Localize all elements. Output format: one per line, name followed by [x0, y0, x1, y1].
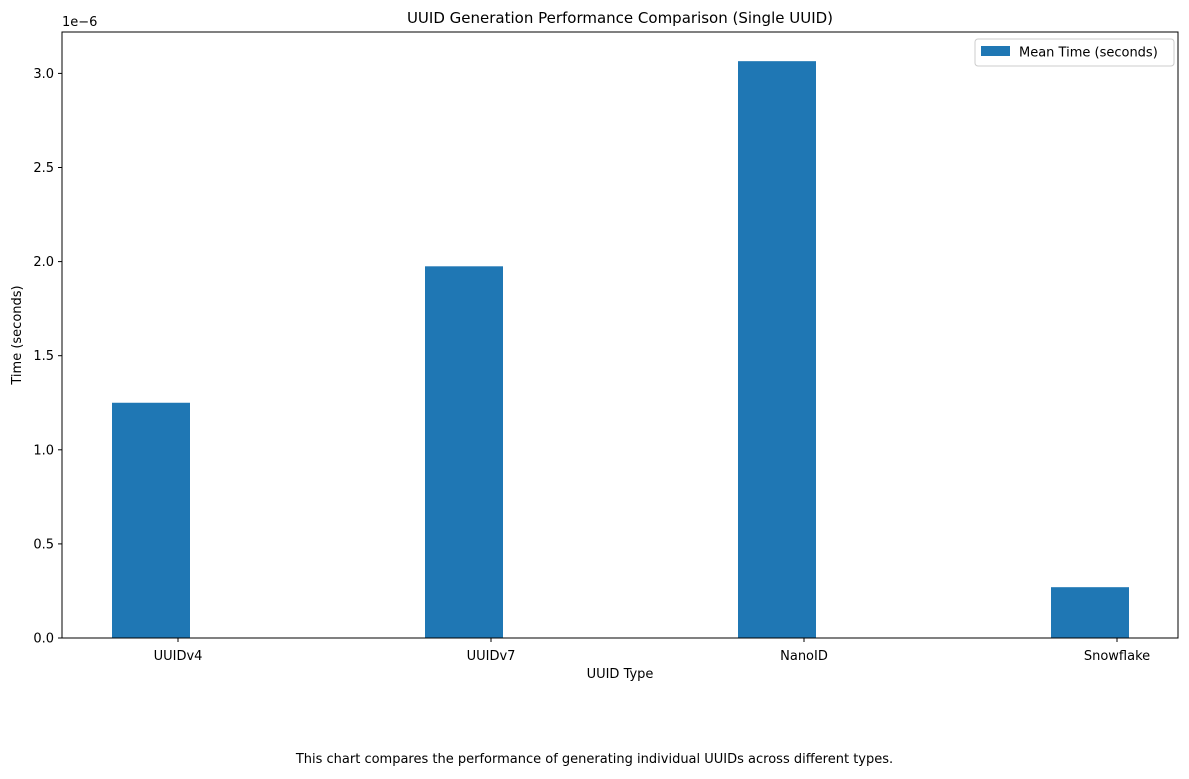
y-scale-label: 1e−6: [62, 15, 97, 30]
legend-label: Mean Time (seconds): [1019, 46, 1158, 61]
x-axis-label: UUID Type: [587, 667, 654, 682]
x-tick-label: NanoID: [780, 649, 828, 664]
chart-title: UUID Generation Performance Comparison (…: [407, 9, 833, 27]
x-tick-label: UUIDv7: [467, 649, 516, 664]
legend: Mean Time (seconds): [974, 38, 1175, 67]
y-tick-label: 1.5: [33, 349, 54, 364]
y-tick-label: 3.0: [33, 67, 54, 82]
y-axis-label: Time (seconds): [10, 285, 25, 385]
y-tick-label: 0.5: [33, 537, 54, 552]
bars-layer: [112, 61, 1129, 639]
y-tick-label: 2.5: [33, 161, 54, 176]
bar-uuidv7: [425, 266, 503, 638]
legend-swatch: [981, 46, 1010, 56]
legend-box: [974, 38, 1175, 67]
chart-caption: This chart compares the performance of g…: [295, 752, 894, 767]
x-axis: UUIDv4 UUIDv7 NanoID Snowflake: [154, 638, 1150, 664]
y-tick-label: 2.0: [33, 255, 54, 270]
y-tick-label: 0.0: [33, 632, 54, 647]
y-tick-label: 1.0: [33, 443, 54, 458]
bar-nanoid: [738, 61, 816, 639]
x-tick-label: Snowflake: [1084, 649, 1150, 664]
y-axis: 0.0 0.5 1.0 1.5 2.0 2.5 3.0: [33, 67, 62, 647]
x-tick-label: UUIDv4: [154, 649, 203, 664]
bar-snowflake: [1051, 587, 1129, 638]
plot-frame: [61, 31, 1179, 639]
bar-uuidv4: [112, 402, 190, 638]
